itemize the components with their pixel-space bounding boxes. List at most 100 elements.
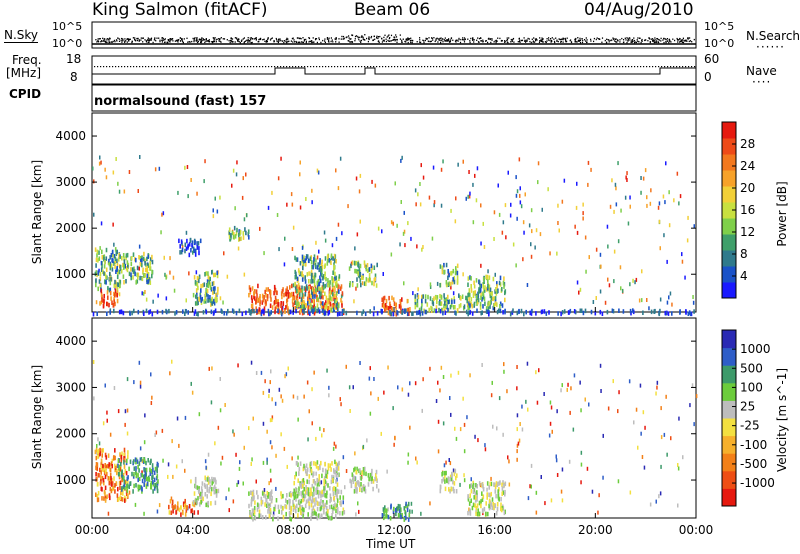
- velocity-echo-cell: [491, 505, 493, 510]
- power-echo-cell: [119, 283, 121, 288]
- freq-point: [340, 66, 342, 68]
- power-echo-cell: [255, 306, 257, 311]
- power-echo-cell: [198, 274, 201, 279]
- power-echo-cell: [368, 277, 371, 282]
- power-scatter-point: [494, 272, 496, 277]
- velocity-scatter-point: [612, 379, 614, 384]
- power-scatter-point: [404, 243, 406, 248]
- freq-point: [157, 66, 159, 68]
- power-echo-cell: [320, 271, 322, 276]
- velocity-scatter-point: [666, 452, 668, 457]
- velocity-scatter-point: [319, 426, 321, 431]
- power-scatter-point: [417, 192, 419, 197]
- nsky-point: [441, 39, 443, 41]
- power-echo-cell: [687, 311, 690, 316]
- velocity-echo-cell: [467, 494, 469, 499]
- nsky-point: [437, 38, 439, 40]
- power-scatter-point: [354, 246, 356, 251]
- velocity-scatter-point: [639, 383, 642, 388]
- velocity-echo-cell: [322, 492, 324, 497]
- nsky-point: [127, 38, 129, 40]
- nsky-point: [236, 38, 238, 40]
- power-scatter-point: [123, 189, 126, 194]
- power-echo-cell: [314, 262, 317, 268]
- velocity-echo-cell: [119, 467, 121, 472]
- nsky-point: [590, 38, 592, 41]
- power-scatter-point: [341, 231, 343, 236]
- nsky-point: [334, 38, 336, 40]
- nsky-point: [437, 41, 439, 43]
- nsky-point: [335, 37, 337, 39]
- power-echo-cell: [327, 278, 329, 283]
- freq-point: [220, 66, 222, 68]
- power-echo-cell: [210, 298, 212, 304]
- nsky-point: [277, 41, 279, 44]
- power-echo-cell: [368, 273, 371, 278]
- velocity-echo-cell: [350, 483, 353, 489]
- nsky-point: [432, 39, 434, 41]
- velocity-scatter-point: [233, 432, 235, 437]
- power-echo-cell: [311, 272, 313, 278]
- power-echo-cell: [95, 270, 98, 275]
- cpid-value: normalsound (fast) 157: [94, 94, 267, 109]
- power-echo-cell: [477, 297, 480, 303]
- power-echo-cell: [488, 288, 491, 294]
- velocity-echo-cell: [152, 467, 154, 473]
- nsky-point: [480, 37, 482, 39]
- power-echo-cell: [502, 280, 505, 286]
- velocity-scatter-point: [580, 450, 583, 455]
- velocity-scatter-point: [521, 404, 523, 409]
- power-scatter-point: [587, 182, 589, 187]
- power-echo-cell: [414, 302, 417, 307]
- power-echo-cell: [359, 263, 362, 269]
- velocity-scatter-point: [527, 407, 529, 412]
- velocity-scatter-point: [521, 427, 524, 432]
- velocity-echo-cell: [478, 511, 481, 517]
- power-scatter-point: [337, 186, 340, 191]
- power-scatter-point: [493, 210, 496, 215]
- power-echo-cell: [458, 304, 461, 309]
- power-echo-cell: [110, 253, 113, 258]
- power-echo-cell: [104, 279, 106, 285]
- velocity-echo-cell: [354, 466, 356, 472]
- velocity-scatter-point: [415, 456, 417, 461]
- power-echo-cell: [204, 291, 207, 297]
- velocity-scatter-point: [538, 368, 540, 373]
- power-echo-cell: [475, 278, 478, 283]
- power-echo-cell: [473, 280, 475, 286]
- velocity-echo-cell: [327, 515, 330, 521]
- velocity-echo-cell: [288, 501, 291, 507]
- velocity-echo-cell: [194, 476, 197, 482]
- nsky-point: [443, 39, 445, 41]
- power-scatter-point: [99, 246, 101, 251]
- nsky-point: [548, 39, 550, 41]
- power-colorbar-segment: [722, 266, 736, 283]
- power-scatter-point: [611, 178, 613, 183]
- velocity-scatter-point: [162, 458, 164, 463]
- power-echo-cell: [322, 288, 324, 293]
- velocity-scatter-point: [176, 416, 179, 421]
- nsky-point: [343, 38, 345, 40]
- nsky-point: [197, 39, 199, 41]
- nsky-point: [106, 39, 108, 41]
- velocity-echo-cell: [141, 487, 143, 492]
- velocity-echo-cell: [297, 507, 300, 513]
- power-echo-cell: [122, 262, 124, 268]
- power-echo-cell: [251, 286, 254, 291]
- power-echo-cell: [380, 308, 382, 314]
- nsky-point: [540, 39, 542, 41]
- power-echo-region: [381, 295, 411, 317]
- nsky-point: [206, 40, 208, 42]
- power-scatter-point: [620, 286, 622, 291]
- nsky-point: [554, 41, 556, 44]
- x-tick-label: 04:00: [175, 523, 210, 537]
- power-echo-cell: [123, 259, 126, 264]
- velocity-echo-cell: [315, 511, 317, 517]
- power-scatter-point: [681, 259, 684, 264]
- nsky-point: [192, 37, 194, 40]
- power-echo-cell: [113, 261, 115, 266]
- power-echo-cell: [503, 284, 505, 289]
- velocity-echo-cell: [326, 474, 328, 479]
- nsky-point: [664, 38, 666, 40]
- x-tick-label: 00:00: [679, 523, 714, 537]
